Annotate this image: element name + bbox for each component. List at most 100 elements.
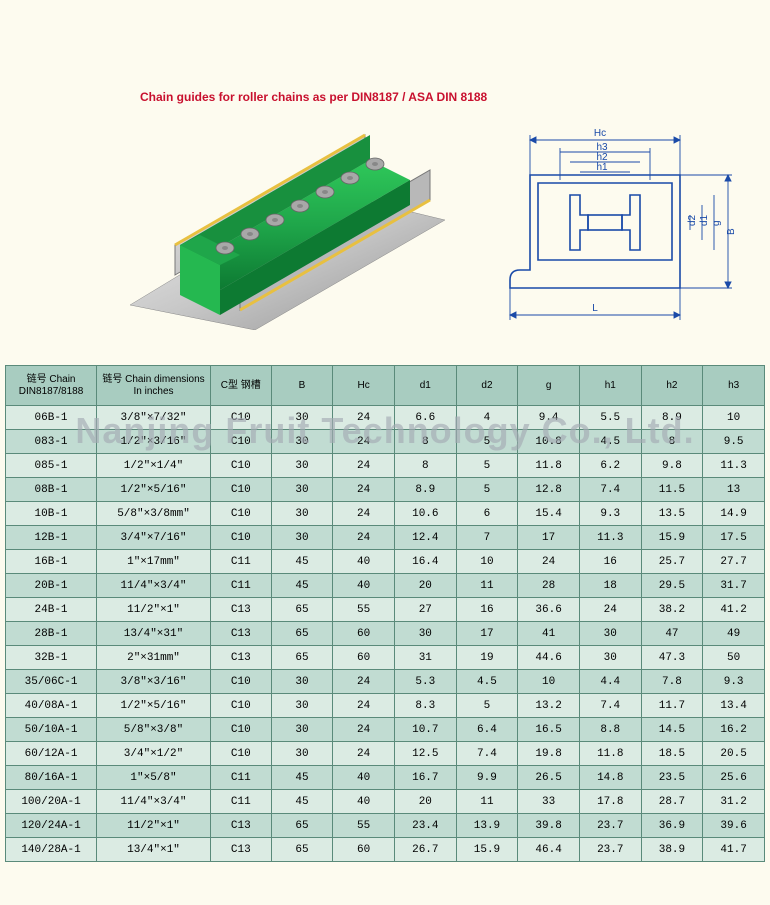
cell-chain: 28B-1 [6,622,97,646]
table-row: 50/10A-15/8″×3/8″C10302410.76.416.58.814… [6,718,765,742]
cell-B: 65 [271,838,333,862]
table-row: 120/24A-111/2″×1″C13655523.413.939.823.7… [6,814,765,838]
cell-h2: 23.5 [641,766,703,790]
cell-dim: 11/2″×1″ [97,814,211,838]
cell-Hc: 60 [333,646,395,670]
cell-d1: 16.7 [394,766,456,790]
cell-dim: 1/2″×5/16″ [97,694,211,718]
col-ctype: C型 钢槽 [210,366,271,406]
col-h3: h3 [703,366,765,406]
cell-chain: 120/24A-1 [6,814,97,838]
cell-Hc: 40 [333,550,395,574]
cell-Hc: 24 [333,694,395,718]
cell-d1: 27 [394,598,456,622]
cell-c: C13 [210,814,271,838]
cell-dim: 1/2″×5/16″ [97,478,211,502]
cell-c: C10 [210,526,271,550]
cell-h3: 41.7 [703,838,765,862]
cell-d1: 12.5 [394,742,456,766]
cell-B: 65 [271,814,333,838]
col-h2: h2 [641,366,703,406]
cell-d2: 6 [456,502,518,526]
cell-dim: 3/8″×3/16″ [97,670,211,694]
cell-c: C10 [210,694,271,718]
cell-c: C10 [210,478,271,502]
table-row: 80/16A-11″×5/8″C11454016.79.926.514.823.… [6,766,765,790]
cell-B: 30 [271,670,333,694]
svg-text:L: L [592,303,598,314]
table-row: 085-11/2″×1/4″C1030248511.86.29.811.3 [6,454,765,478]
cell-h2: 7.8 [641,670,703,694]
cell-Hc: 24 [333,526,395,550]
cell-c: C13 [210,646,271,670]
cell-d2: 10 [456,550,518,574]
cell-B: 30 [271,430,333,454]
cell-d1: 8 [394,454,456,478]
cell-d2: 9.9 [456,766,518,790]
cell-c: C10 [210,742,271,766]
cell-d1: 20 [394,790,456,814]
cell-B: 65 [271,622,333,646]
cell-B: 45 [271,574,333,598]
table-header-row: 链号 Chain DIN8187/8188 链号 Chain dimension… [6,366,765,406]
table-body: 06B-13/8″×7/32″C1030246.649.45.58.910083… [6,406,765,862]
cell-d1: 20 [394,574,456,598]
cell-B: 30 [271,694,333,718]
cell-h1: 11.3 [579,526,641,550]
cell-Hc: 24 [333,718,395,742]
cell-g: 12.8 [518,478,580,502]
cell-dim: 13/4″×31″ [97,622,211,646]
cell-h3: 31.2 [703,790,765,814]
cell-h3: 17.5 [703,526,765,550]
cell-g: 16.5 [518,718,580,742]
cell-d1: 8.9 [394,478,456,502]
cell-dim: 13/4″×1″ [97,838,211,862]
cell-c: C10 [210,670,271,694]
cell-g: 28 [518,574,580,598]
cell-Hc: 24 [333,454,395,478]
cell-d2: 13.9 [456,814,518,838]
cell-d1: 5.3 [394,670,456,694]
cell-g: 26.5 [518,766,580,790]
cell-h3: 13.4 [703,694,765,718]
cell-d1: 8.3 [394,694,456,718]
cell-B: 45 [271,790,333,814]
cell-h2: 8.9 [641,406,703,430]
svg-text:g: g [711,220,722,226]
col-dimensions: 链号 Chain dimensions In inches [97,366,211,406]
cell-B: 30 [271,502,333,526]
cell-d2: 6.4 [456,718,518,742]
cell-h2: 18.5 [641,742,703,766]
technical-drawing: Hc h3 h2 h1 d2 d1 g B L [480,120,740,330]
cell-chain: 083-1 [6,430,97,454]
cell-d1: 6.6 [394,406,456,430]
cell-h2: 11.5 [641,478,703,502]
cell-chain: 10B-1 [6,502,97,526]
cell-Hc: 24 [333,430,395,454]
cell-h1: 11.8 [579,742,641,766]
cell-chain: 35/06C-1 [6,670,97,694]
cell-h1: 6.2 [579,454,641,478]
cell-Hc: 40 [333,574,395,598]
table-row: 40/08A-11/2″×5/16″C1030248.3513.27.411.7… [6,694,765,718]
cell-d1: 30 [394,622,456,646]
svg-text:d2: d2 [687,214,698,226]
svg-text:d1: d1 [699,214,710,226]
cell-c: C11 [210,550,271,574]
cell-d2: 16 [456,598,518,622]
cell-d2: 19 [456,646,518,670]
cell-g: 44.6 [518,646,580,670]
cell-dim: 1″×5/8″ [97,766,211,790]
table-row: 10B-15/8″×3/8mm″C10302410.6615.49.313.51… [6,502,765,526]
cell-h3: 50 [703,646,765,670]
figure-area: Chain guides for roller chains as per DI… [0,0,770,360]
cell-c: C11 [210,790,271,814]
cell-c: C13 [210,622,271,646]
cell-B: 45 [271,550,333,574]
cell-dim: 1″×17mm″ [97,550,211,574]
cell-h2: 38.2 [641,598,703,622]
cell-d1: 8 [394,430,456,454]
cell-chain: 06B-1 [6,406,97,430]
cell-Hc: 60 [333,838,395,862]
table-row: 28B-113/4″×31″C136560301741304749 [6,622,765,646]
